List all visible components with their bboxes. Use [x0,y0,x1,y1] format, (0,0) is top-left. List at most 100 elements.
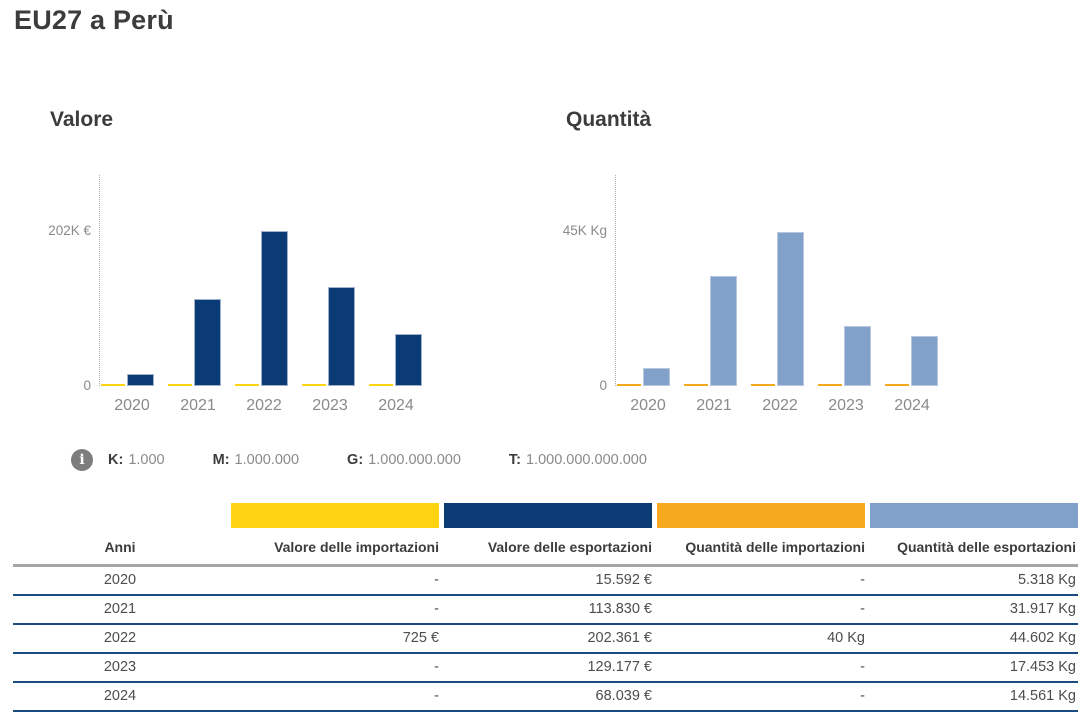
import-bar-2020[interactable] [101,384,125,386]
table-cell: 5.318 Kg [867,565,1078,596]
bar-group-2021 [167,298,234,386]
x-axis-label-2024: 2024 [894,397,930,414]
unit-items: K: 1.000 M: 1.000.000 G: 1.000.000.000 T: 1.000… [108,452,647,468]
import-bar-2022[interactable] [751,383,775,386]
table-row: 2021-113.830 € -31.917 Kg [13,595,1078,625]
bar-group-2022 [750,232,817,386]
column-header: Anni [13,530,229,567]
chart-valore-plot: 202K € 0 [48,175,436,393]
y-axis-max-label: 202K € [48,223,91,238]
table-cell: - [654,565,867,596]
table-row: 2020-15.592 € -5.318 Kg [13,565,1078,596]
page-title: EU27 a Perù [14,5,174,35]
bars-container [100,175,435,386]
x-axis-labels: 2020 2021 2022 2023 2024 [615,397,951,415]
bar-group-2022 [234,230,301,386]
import-bar-2020[interactable] [617,384,641,386]
table-cell: 2022 [13,624,229,654]
table-cell: 17.453 Kg [867,653,1078,683]
x-axis-label-2021: 2021 [180,397,216,414]
y-axis-zero-label: 0 [599,378,607,393]
table-cell: - [229,565,441,596]
table-cell: 31.917 Kg [867,595,1078,625]
import-bar-2022[interactable] [235,383,259,386]
bar-group-2021 [683,276,750,386]
legend-swatch-1 [231,503,439,528]
x-axis-label-2023: 2023 [312,397,348,414]
data-table: Anni Valore delle importazioni Valore dell… [13,530,1078,712]
table-cell: - [229,653,441,683]
bar-group-2024 [368,333,435,386]
bar-group-2024 [884,335,951,386]
import-bar-2021[interactable] [168,384,192,386]
bar-group-2023 [301,286,368,386]
chart-quantita-plot: 45K Kg 0 [563,175,952,393]
x-axis-label-2020: 2020 [114,397,150,414]
table-cell: - [654,595,867,625]
table-row: 2024-68.039 € -14.561 Kg [13,682,1078,712]
table-cell: 44.602 Kg [867,624,1078,654]
table-cell: 2024 [13,682,229,712]
legend-swatch-2 [444,503,652,528]
export-bar-2024[interactable] [395,333,422,386]
table-cell: 113.830 € [441,595,654,625]
table-row: 2022 725 €202.361 €40 Kg 44.602 Kg [13,624,1078,654]
table-cell: 2023 [13,653,229,683]
import-bar-2021[interactable] [684,384,708,386]
table-cell: 14.561 Kg [867,682,1078,712]
export-bar-2020[interactable] [127,374,154,386]
table-header-row: Anni Valore delle importazioni Valore dell… [13,530,1078,567]
export-bar-2024[interactable] [911,335,938,386]
chart-valore: Valore 202K € 0 2020 2021 2022 2023 2024 [48,108,510,443]
x-axis-label-2022: 2022 [762,397,798,414]
series-color-legend [231,503,1078,528]
column-header: Quantità delle importazioni [654,530,867,567]
table-cell: - [229,682,441,712]
import-bar-2024[interactable] [369,384,393,386]
table-cell: 2021 [13,595,229,625]
table-cell: 40 Kg [654,624,867,654]
export-bar-2023[interactable] [844,325,871,386]
export-bar-2022[interactable] [777,232,804,386]
column-header: Valore delle esportazioni [441,530,654,567]
legend-swatch-3 [657,503,865,528]
x-axis-label-2023: 2023 [828,397,864,414]
x-axis-label-2024: 2024 [378,397,414,414]
bar-group-2020 [616,367,683,386]
table-cell: 129.177 € [441,653,654,683]
table-cell: - [654,653,867,683]
y-axis-zero-label: 0 [83,378,91,393]
y-axis-max-label: 45K Kg [562,223,607,238]
x-axis-label-2020: 2020 [630,397,666,414]
chart-valore-title: Valore [50,108,114,131]
table-cell: 2020 [13,565,229,596]
unit-item-G: G: 1.000.000.000 [347,452,461,468]
table-cell: 15.592 € [441,565,654,596]
export-bar-2020[interactable] [643,367,670,386]
chart-quantita: Quantità 45K Kg 0 2020 2021 2022 2023 2024 [563,108,1026,443]
unit-item-T: T: 1.000.000.000.000 [508,452,647,468]
bar-group-2020 [100,374,167,386]
column-header: Valore delle importazioni [229,530,441,567]
unit-item-K: K: 1.000 [108,452,165,468]
import-bar-2023[interactable] [302,384,326,386]
unit-legend: i K: 1.000 M: 1.000.000 G: 1.000.000.000 T: 1.0… [71,449,647,471]
table-cell: 725 € [229,624,441,654]
info-icon[interactable]: i [71,449,93,471]
x-axis-label-2022: 2022 [246,397,282,414]
table-body: 2020-15.592 € -5.318 Kg 2021-113.830 € -31.… [13,565,1078,712]
import-bar-2024[interactable] [885,384,909,386]
legend-swatch-4 [870,503,1078,528]
bar-group-2023 [817,325,884,386]
column-header: Quantità delle esportazioni [867,530,1078,567]
table-cell: 68.039 € [441,682,654,712]
export-bar-2021[interactable] [194,298,221,386]
import-bar-2023[interactable] [818,384,842,386]
export-bar-2021[interactable] [710,276,737,386]
chart-quantita-title: Quantità [566,108,652,131]
export-bar-2023[interactable] [328,286,355,386]
export-bar-2022[interactable] [261,230,288,386]
unit-item-M: M: 1.000.000 [212,452,300,468]
x-axis-label-2021: 2021 [696,397,732,414]
